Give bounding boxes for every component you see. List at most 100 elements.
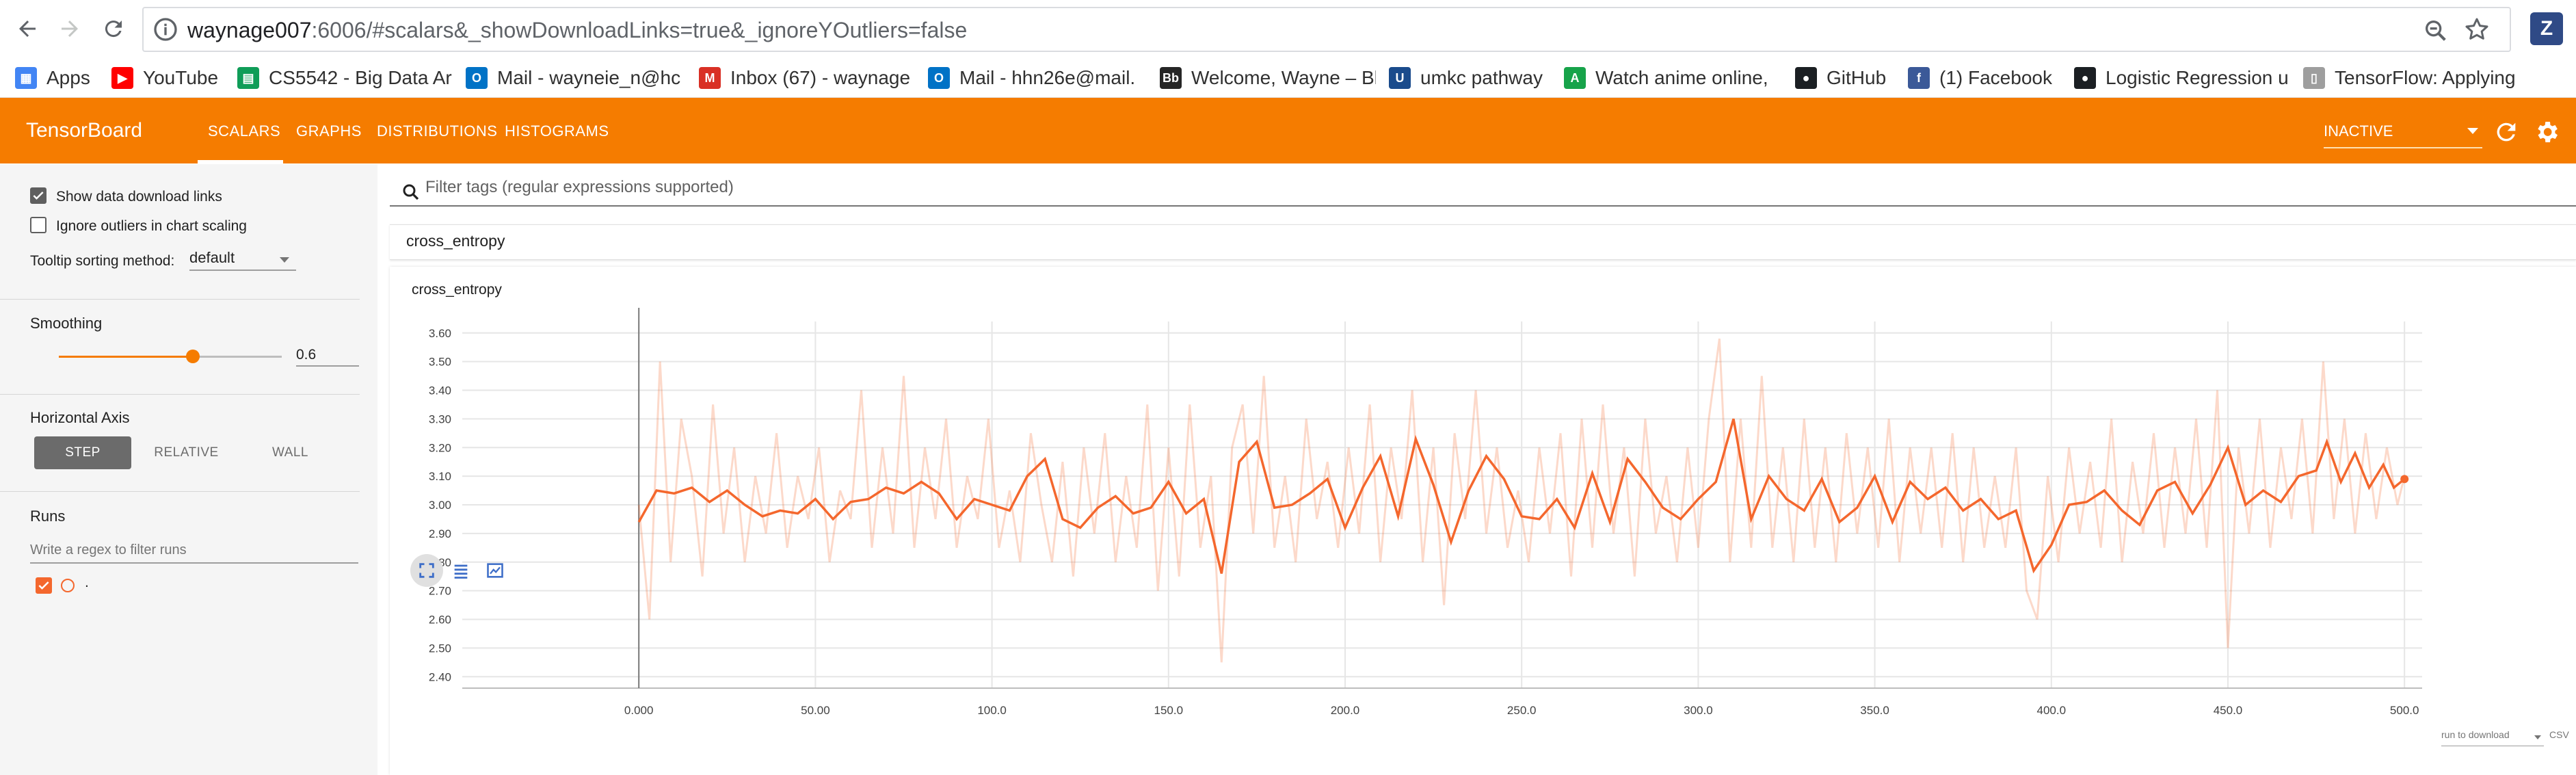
browser-toolbar: waynage007:6006/#scalars&_showDownloadLi… — [0, 0, 2576, 59]
tab-scalars[interactable]: SCALARS — [208, 122, 281, 140]
divider — [0, 394, 360, 395]
bookmark-item[interactable]: ▯ TensorFlow: Applying — [2303, 63, 2536, 93]
log-scale-toggle-button[interactable] — [444, 554, 477, 587]
show-download-links-checkbox[interactable] — [30, 187, 47, 204]
bookmark-item[interactable]: ▶ YouTube — [111, 63, 228, 93]
checkmark-icon — [38, 581, 49, 590]
fullscreen-toggle-button[interactable] — [410, 554, 443, 587]
runs-heading: Runs — [30, 508, 66, 525]
chevron-down-icon — [2534, 735, 2541, 739]
last-point-marker — [2400, 475, 2409, 484]
bookmark-label: (1) Facebook — [1939, 67, 2052, 88]
sheets-icon: ▤ — [237, 67, 259, 89]
tag-filter-input[interactable]: Filter tags (regular expressions support… — [390, 174, 2576, 207]
forward-arrow-icon — [62, 21, 78, 37]
youtube-icon: ▶ — [111, 67, 133, 89]
blackboard-icon: Bb — [1160, 67, 1182, 89]
download-format-label[interactable]: CSV — [2549, 729, 2569, 740]
settings-gear-icon[interactable] — [2533, 118, 2560, 146]
back-button[interactable] — [7, 8, 48, 49]
run-checkbox[interactable] — [36, 577, 52, 594]
zoom-icon[interactable] — [2422, 17, 2449, 44]
axis-wall-button[interactable]: WALL — [271, 445, 309, 460]
bookmark-label: TensorFlow: Applying — [2335, 67, 2516, 88]
bookmark-label: Apps — [47, 67, 90, 88]
category-header[interactable]: cross_entropy — [390, 224, 2576, 260]
forward-button[interactable] — [49, 8, 90, 49]
extension-z-icon[interactable]: Z — [2530, 12, 2563, 45]
category-name: cross_entropy — [406, 232, 505, 250]
github-icon: ● — [2074, 67, 2096, 89]
bookmarks-bar: ▦ Apps ▶ YouTube ▤ CS5542 - Big Data Ar O Mail … — [0, 59, 2576, 98]
active-tab-indicator — [198, 160, 283, 163]
x-tick-label: 250.0 — [1507, 704, 1537, 717]
bookmark-item[interactable]: ● Logistic Regression u — [2074, 63, 2290, 93]
search-icon — [403, 184, 419, 200]
run-filter-input[interactable]: Write a regex to filter runs — [30, 538, 358, 564]
x-tick-label: 400.0 — [2037, 704, 2067, 717]
raw-series-line — [637, 338, 2406, 663]
url-text[interactable]: waynage007:6006/#scalars&_showDownloadLi… — [187, 16, 967, 44]
chevron-down-icon — [280, 257, 289, 263]
main-content: Filter tags (regular expressions support… — [377, 164, 2576, 775]
fit-domain-button[interactable] — [479, 554, 512, 587]
axis-relative-button[interactable]: RELATIVE — [154, 445, 219, 460]
download-run-select[interactable]: run to download — [2441, 729, 2544, 746]
bookmark-item[interactable]: ● GitHub — [1795, 63, 1898, 93]
y-tick-label: 2.60 — [429, 614, 451, 627]
smoothing-slider[interactable] — [59, 350, 282, 363]
download-run-select-value: run to download — [2441, 729, 2510, 740]
bookmark-item[interactable]: O Mail - wayneie_n@hc — [466, 63, 685, 93]
tag-filter-placeholder: Filter tags (regular expressions support… — [425, 178, 734, 196]
x-tick-label: 150.0 — [1154, 704, 1184, 717]
fullscreen-icon — [419, 563, 434, 578]
bookmark-star-icon[interactable] — [2463, 16, 2491, 43]
apps-grid-icon: ▦ — [15, 67, 37, 89]
bookmark-item[interactable]: O Mail - hhn26e@mail. — [928, 63, 1145, 93]
app-title: TensorBoard — [26, 119, 143, 142]
axis-step-button[interactable]: STEP — [34, 436, 131, 469]
bookmark-label: YouTube — [143, 67, 219, 88]
y-tick-label: 3.30 — [429, 412, 451, 425]
bookmark-label: CS5542 - Big Data Ar — [269, 67, 452, 88]
umkc-icon: U — [1389, 67, 1411, 89]
smoothing-slider-thumb[interactable] — [185, 350, 200, 363]
dashboard-select-value: INACTIVE — [2324, 122, 2393, 140]
run-color-swatch[interactable] — [61, 579, 75, 592]
bookmark-item[interactable]: M Inbox (67) - waynage — [699, 63, 915, 93]
bookmark-label: Welcome, Wayne – Bl — [1191, 67, 1376, 88]
bookmark-item[interactable]: ▤ CS5542 - Big Data Ar — [237, 63, 452, 93]
bookmark-label: Mail - hhn26e@mail. — [959, 67, 1136, 88]
dashboard-select[interactable]: INACTIVE — [2324, 118, 2482, 148]
bookmark-item[interactable]: ▦ Apps — [15, 63, 97, 93]
scalar-chart-card: cross_entropy — [390, 267, 2576, 775]
ignore-outliers-checkbox[interactable] — [30, 217, 47, 233]
bookmark-label: GitHub — [1827, 67, 1887, 88]
bookmark-item[interactable]: Bb Welcome, Wayne – Bl — [1160, 63, 1376, 93]
tab-histograms[interactable]: HISTOGRAMS — [505, 122, 609, 140]
list-icon — [454, 564, 468, 579]
x-tick-label: 350.0 — [1860, 704, 1889, 717]
tab-distributions[interactable]: DISTRIBUTIONS — [377, 122, 498, 140]
github-icon: ● — [1795, 67, 1817, 89]
tab-graphs[interactable]: GRAPHS — [296, 122, 362, 140]
bookmark-item[interactable]: A Watch anime online, — [1564, 63, 1784, 93]
x-tick-label: 500.0 — [2390, 704, 2419, 717]
url-host: waynage007 — [187, 18, 312, 42]
y-tick-label: 3.60 — [429, 327, 451, 340]
back-arrow-icon — [19, 21, 36, 37]
bookmark-label: Watch anime online, — [1595, 67, 1768, 88]
info-icon[interactable] — [152, 16, 179, 43]
smoothed-series-line — [637, 418, 2406, 574]
divider — [0, 299, 360, 300]
address-bar[interactable]: waynage007:6006/#scalars&_showDownloadLi… — [142, 7, 2511, 52]
y-tick-label: 2.70 — [429, 585, 451, 598]
smoothing-value-input[interactable]: 0.6 — [296, 345, 359, 367]
tooltip-sorting-select[interactable]: default — [189, 249, 296, 271]
checkmark-icon — [33, 192, 44, 200]
bookmark-item[interactable]: f (1) Facebook — [1908, 63, 2058, 93]
anime-site-icon: A — [1564, 67, 1586, 89]
ignore-outliers-label: Ignore outliers in chart scaling — [56, 218, 247, 234]
